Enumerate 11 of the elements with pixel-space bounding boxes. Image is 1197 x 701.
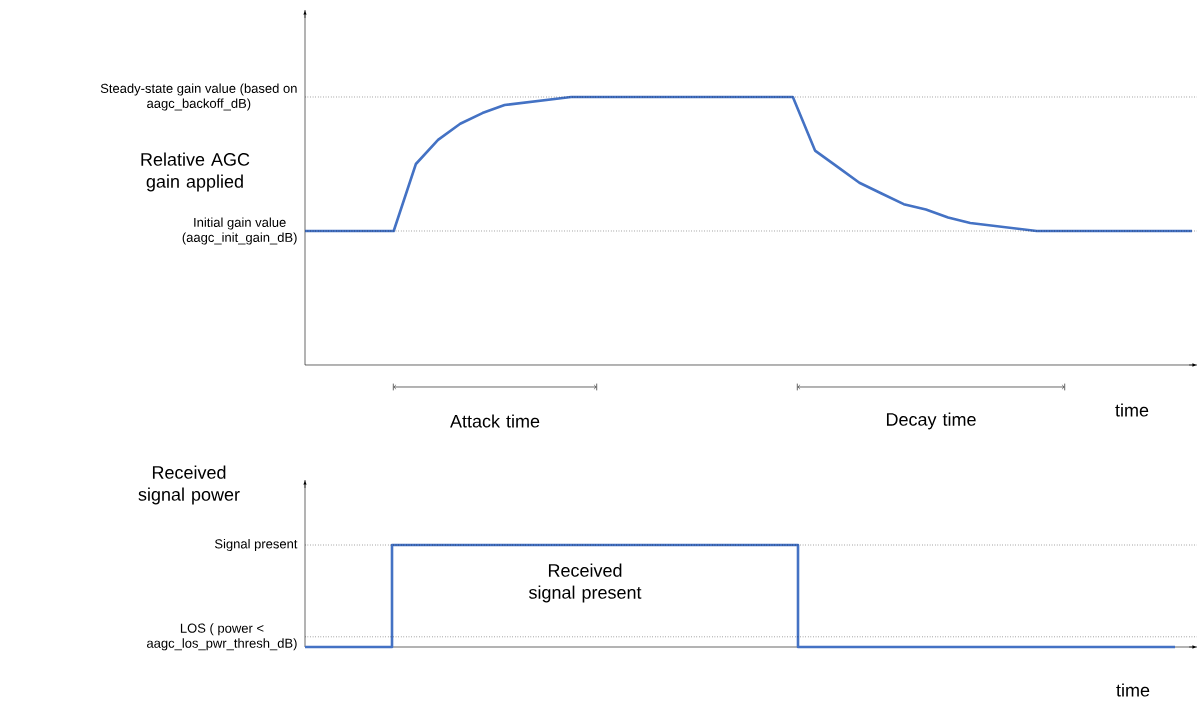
y-axis-title: Received signal power (138, 465, 240, 505)
ref-line-label: LOS ( power < aagc_los_pwr_thresh_dB) (146, 623, 297, 651)
text: Decay time (886, 412, 976, 430)
x-axis-title: time (1115, 403, 1149, 417)
annotation: Received signal present (528, 563, 642, 603)
x-axis-title: time (1116, 683, 1150, 697)
ref-line-label: Signal present (214, 538, 298, 552)
text: Attack time (450, 414, 540, 428)
ref-line-label: Initial gain value (aagc_init_gain_dB) (182, 217, 297, 245)
ref-line-label: Steady-state gain value (based on aagc_backoff_dB) (100, 83, 297, 111)
y-axis-title: Relative AGC gain applied (141, 152, 250, 192)
